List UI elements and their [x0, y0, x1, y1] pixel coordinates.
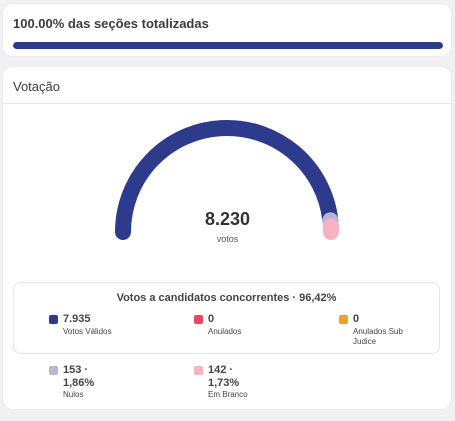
divider: [3, 103, 451, 104]
legend-value: 153 · 1,86%: [63, 364, 95, 389]
progress-card: 100.00% das seções totalizadas: [3, 4, 451, 56]
progress-bar: [13, 42, 443, 49]
legend-swatch: [49, 315, 58, 324]
legend-item-anulados-sub-judice: 0 Anulados Sub Judice: [339, 313, 439, 346]
legend-swatch: [194, 366, 203, 375]
legend-swatch: [194, 315, 203, 324]
legend-label: Nulos: [63, 390, 84, 399]
legend-item-anulados: 0 Anulados: [194, 313, 324, 343]
legend-item-votos-validos: 7.935 Votos Válidos: [49, 313, 179, 343]
legend-label: Em Branco: [208, 390, 248, 399]
legend-item-em-branco: 142 · 1,73% Em Branco: [194, 364, 264, 402]
total-votes-label: votos: [216, 234, 239, 244]
legend-value: 142 · 1,73%: [208, 364, 240, 389]
summary-box: Votos a candidatos concorrentes · 96,42%: [13, 282, 440, 354]
summary-title: Votos a candidatos concorrentes · 96,42%: [116, 292, 337, 304]
votacao-title: Votação: [13, 79, 60, 94]
legend-label: Anulados Sub Judice: [353, 327, 403, 346]
progress-bar-fill: [13, 42, 443, 49]
legend-value: 7.935: [63, 313, 91, 325]
legend-value: 0: [353, 313, 360, 325]
legend-label: Anulados: [208, 327, 242, 336]
total-votes-value: 8.230: [204, 209, 251, 229]
legend-swatch: [339, 315, 348, 324]
legend-label: Votos Válidos: [63, 327, 112, 336]
legend-value: 0: [208, 313, 215, 325]
legend-item-nulos: 153 · 1,86% Nulos: [49, 364, 109, 402]
gauge-segment-1: [115, 120, 339, 240]
progress-title: 100.00% das seções totalizadas: [13, 16, 209, 31]
legend-swatch: [49, 366, 58, 375]
